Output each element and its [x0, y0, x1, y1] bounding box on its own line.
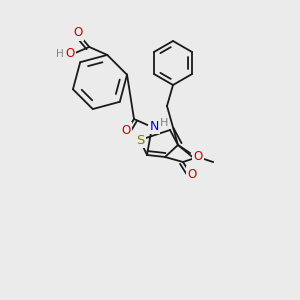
Text: S: S: [136, 134, 144, 146]
Text: N: N: [149, 119, 159, 133]
Text: O: O: [194, 151, 202, 164]
Text: H: H: [160, 118, 168, 128]
Text: O: O: [122, 124, 130, 136]
Text: O: O: [66, 47, 75, 61]
Text: H: H: [56, 49, 64, 59]
Text: O: O: [188, 167, 196, 181]
Text: O: O: [74, 26, 83, 40]
